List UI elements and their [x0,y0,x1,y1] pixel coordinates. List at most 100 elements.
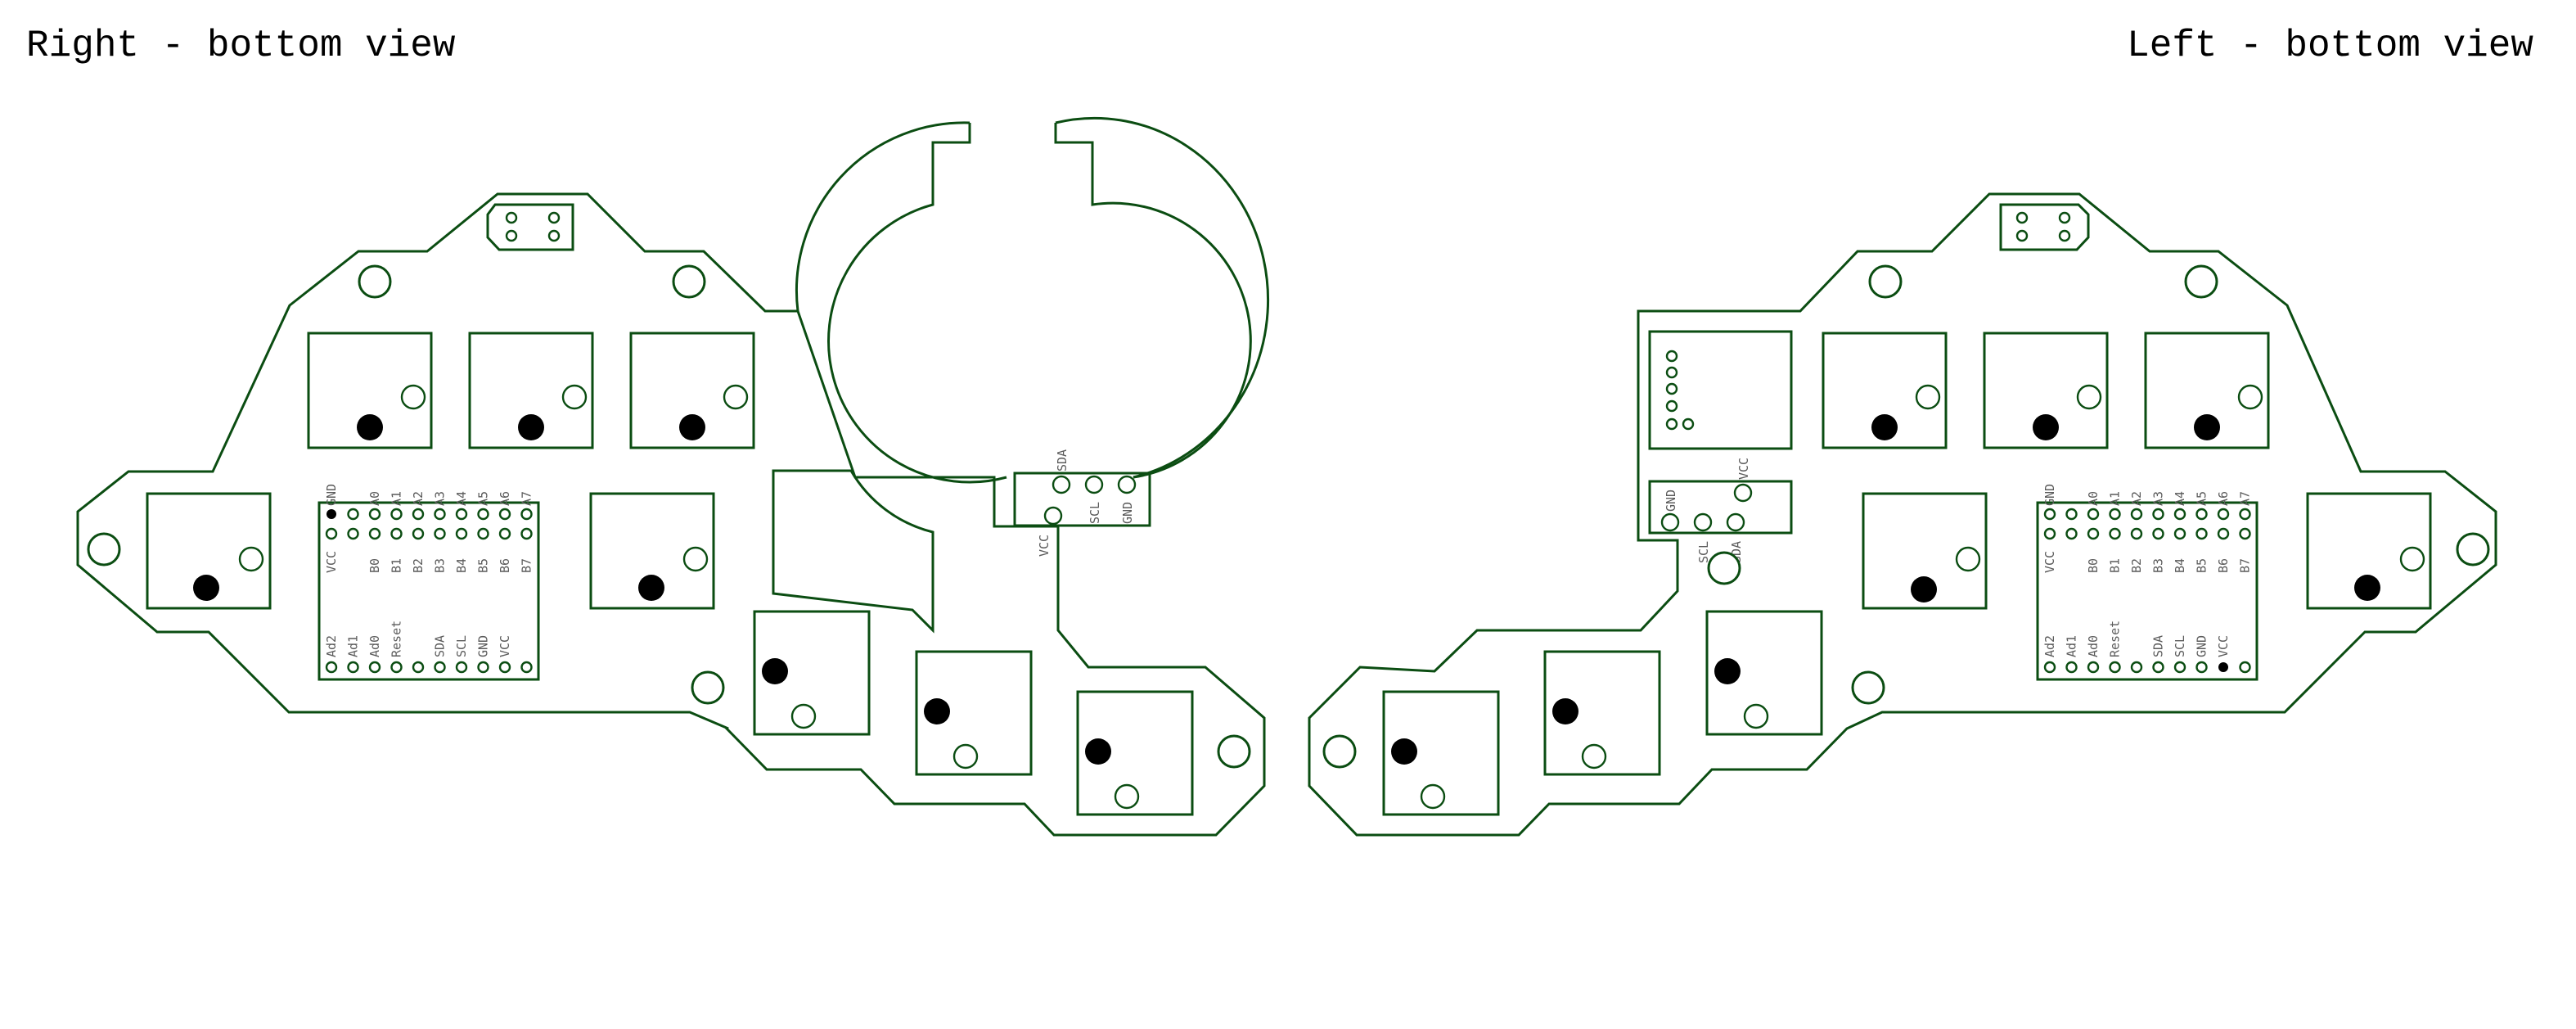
pin-pad [347,527,359,540]
right-arc-tabs [827,123,1252,484]
pin-pad [2218,662,2228,672]
pin-label: VCC [2042,551,2057,573]
pin-pad [2152,508,2164,521]
pin-pad [2087,661,2100,674]
left-key-switch [1705,610,1823,736]
pin-pad [2130,508,2143,521]
pin-pad [2195,508,2208,521]
pin-pad [2087,527,2100,540]
pin-pad [2109,527,2121,540]
pin-pad [455,527,468,540]
pin-label: A3 [433,491,448,506]
pin-pad [2109,661,2121,674]
pin-label: VCC [498,635,512,657]
right-mount-hole [87,532,121,566]
pin-pad [2152,527,2164,540]
right-key-switch [915,650,1033,776]
right-key-switch [1076,690,1194,816]
pin-pad [368,661,381,674]
pin-pad [347,508,359,521]
pin-pad [2239,508,2251,521]
pin-label: A1 [2108,491,2123,506]
pin-label: A6 [498,491,512,506]
pin-label: A4 [2173,491,2187,506]
pin-pad [2195,527,2208,540]
right-mount-hole [1217,734,1251,769]
right-board-outline [76,192,1266,837]
right-pro-micro: GND A0 A1 A2 A3 A4 A5 A6 A7 VCC B0 B1 B2 B3 B4 B5 B6 B7 Ad… [317,484,540,681]
pin-label: B2 [2129,558,2144,573]
pin-label: VCC [2216,635,2231,657]
pin-pad [2043,661,2056,674]
left-key-switch [1822,332,1948,449]
pin-pad [2043,527,2056,540]
left-key-switch [2306,492,2432,610]
right-half: VCC SDA SCL GND GND A0 A1 A2 A3 A4 A5 A6 A7 VCC B0… [76,116,1269,837]
pin-label: B2 [411,558,426,573]
pin-label: B1 [2108,558,2123,573]
pin-label: Ad2 [2042,635,2057,657]
pin-label: A5 [476,491,491,506]
left-mount-hole [2184,264,2218,299]
pin-pad [2173,527,2186,540]
pin-label: B1 [390,558,404,573]
pin-label: GND [1664,490,1678,512]
pin-label: A0 [367,491,382,506]
right-key-switch [307,332,433,449]
pin-pad [2239,527,2251,540]
left-pro-micro: GND A0 A1 A2 A3 A4 A5 A6 A7 VCC B0 B1 B2 B3 B4 B5 B6 B7 Ad… [2036,484,2259,681]
pin-pad [477,508,489,521]
pin-pad [390,508,403,521]
left-key-switch [1862,492,1988,610]
pin-pad [477,527,489,540]
pin-label: GND [1120,502,1135,524]
pin-pad [2065,508,2078,521]
pin-label: B7 [520,558,534,573]
pin-label: SCL [454,635,469,657]
left-key-switch [1382,690,1500,816]
pin-label: B6 [498,558,512,573]
pin-label: SCL [2173,635,2187,657]
pin-label: GND [2042,484,2057,506]
pin-pad [325,661,338,674]
right-mount-hole [358,264,392,299]
right-key-switch [146,492,272,610]
pin-pad [477,661,489,674]
pin-pad [520,508,533,521]
pin-pad [2195,661,2208,674]
pin-label: B4 [2173,558,2187,573]
pin-pad [2109,508,2121,521]
pin-label: GND [476,635,491,657]
pin-pad [2217,508,2230,521]
left-mount-hole [2456,532,2490,566]
pin-label: A7 [2238,491,2253,506]
right-mount-hole [672,264,706,299]
left-oled-footprint [1648,330,1793,450]
pin-label: B4 [454,558,469,573]
pin-label: VCC [1037,535,1052,557]
pin-label: B3 [2151,558,2166,573]
pin-label: SDA [433,635,448,657]
pin-label: B0 [2086,558,2101,573]
title-left-bottom-view: Left - bottom view [2127,25,2533,67]
pin-label: SDA [1055,449,1070,472]
left-mount-hole [1322,734,1357,769]
left-mount-hole [1868,264,1903,299]
pin-label: VCC [324,551,339,573]
pin-pad [434,527,446,540]
left-reset-block [1999,203,2090,251]
pin-pad [368,508,381,521]
right-key-switch [629,332,755,449]
pin-pad [2130,527,2143,540]
pin-pad [455,508,468,521]
pin-label: Ad0 [367,635,382,657]
pin-pad [327,509,336,519]
pin-pad [2087,508,2100,521]
pin-label: A7 [520,491,534,506]
pin-label: B5 [476,558,491,573]
pin-pad [325,527,338,540]
pin-label: A0 [2086,491,2101,506]
pin-pad [412,527,425,540]
pin-label: Ad1 [2065,635,2079,657]
right-mount-hole [691,670,725,705]
